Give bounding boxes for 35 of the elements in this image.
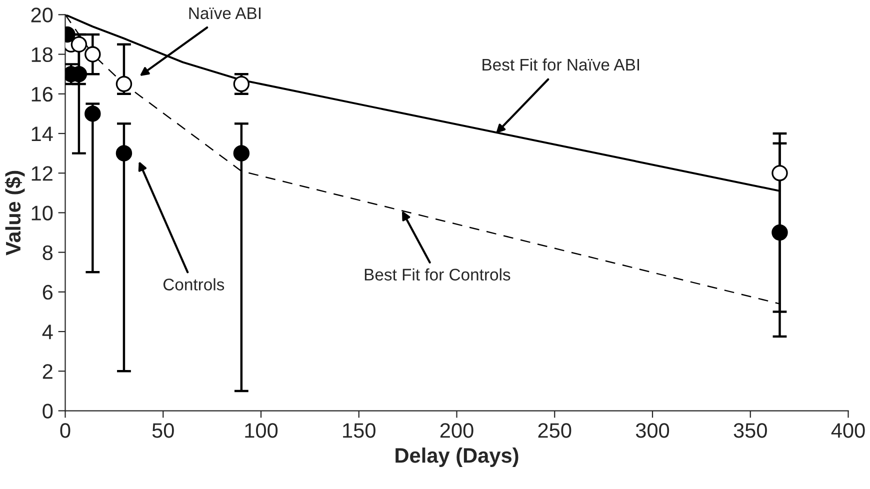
annotation: Naïve ABI (189, 8, 261, 20)
y-tick-label: 20 (31, 8, 53, 22)
y-tick-label: 2 (42, 364, 52, 379)
x-tick-label: 100 (245, 423, 278, 438)
point (84, 46, 101, 62)
x-tick-label: 250 (538, 423, 572, 438)
x-tick-label: 400 (831, 423, 865, 438)
y-axis-title: Value ($) (4, 170, 25, 256)
point (116, 76, 132, 92)
y-tick-label: 6 (42, 284, 53, 300)
x-tick-label: 350 (734, 423, 767, 438)
annotation: Best Fit for Controls (364, 268, 510, 281)
y-tick-label: 18 (32, 47, 53, 62)
y-tick-label: 4 (42, 324, 53, 340)
point (233, 145, 250, 162)
x-tick-label: 150 (343, 423, 376, 438)
y-tick-label: 12 (32, 166, 52, 181)
point (233, 76, 250, 92)
point (772, 164, 788, 182)
y-tick-label: 14 (32, 126, 53, 142)
y-tick-label: 0 (42, 404, 53, 419)
annotation: Best Fit for Naïve ABI (482, 58, 640, 71)
point (70, 36, 88, 52)
y-tick-label: 8 (42, 245, 53, 260)
x-tick-label: 200 (440, 423, 474, 438)
point (116, 145, 132, 162)
x-tick-label: 300 (636, 423, 670, 438)
point (84, 106, 101, 122)
x-tick-label: 0 (60, 423, 70, 438)
x-tick-label: 50 (152, 423, 174, 438)
y-tick-label: 10 (32, 206, 53, 220)
x-axis-title: Delay (Days) (396, 448, 518, 467)
annotation: Controls (163, 278, 224, 290)
point (772, 224, 788, 241)
y-tick-label: 16 (32, 86, 53, 102)
